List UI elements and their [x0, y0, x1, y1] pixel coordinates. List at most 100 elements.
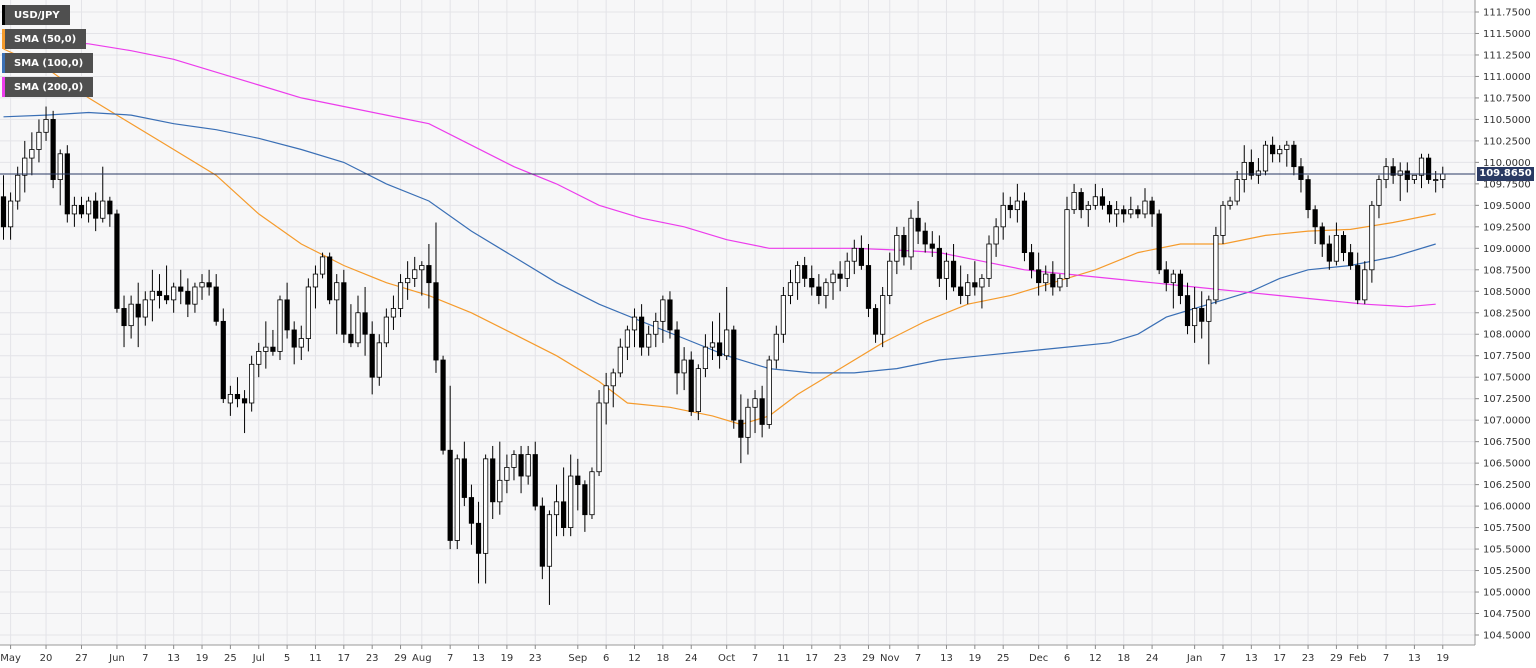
candle-up — [1383, 166, 1389, 180]
candle-down — [1348, 252, 1354, 266]
y-tick-label: 104.5000 — [1483, 631, 1531, 642]
y-tick-label: 111.0000 — [1483, 72, 1531, 83]
plot-background — [0, 0, 1475, 645]
candle-up — [504, 467, 510, 481]
candle-down — [858, 247, 864, 266]
candle-up — [390, 308, 397, 318]
legend-label: USD/JPY — [14, 9, 60, 21]
x-tick-label: 13 — [1245, 653, 1258, 664]
candle-up — [1114, 209, 1120, 215]
legend-item-sma200[interactable]: SMA (200,0) — [2, 77, 94, 97]
y-tick-label: 106.7500 — [1483, 437, 1531, 448]
candle-up — [794, 265, 801, 284]
x-tick-label: 12 — [1089, 653, 1102, 664]
candle-down — [50, 119, 56, 180]
candle-up — [1227, 200, 1233, 206]
candle-down — [688, 359, 694, 412]
x-tick-label: 24 — [1146, 653, 1159, 664]
legend-item-sma100[interactable]: SMA (100,0) — [2, 53, 94, 73]
candle-down — [1177, 273, 1184, 296]
candle-down — [561, 501, 567, 528]
current-price-tag: 109.8650 — [1477, 166, 1534, 181]
candle-up — [986, 243, 992, 279]
candle-down — [369, 333, 375, 378]
candle-up — [1014, 200, 1020, 211]
candle-up — [305, 286, 311, 339]
candle-up — [1418, 157, 1425, 176]
candle-up — [1376, 179, 1382, 206]
x-tick-label: Sep — [568, 653, 587, 664]
grid — [0, 0, 1475, 645]
candle-down — [163, 295, 170, 301]
candle-down — [156, 290, 163, 296]
candle-down — [1425, 157, 1432, 180]
candle-down — [1340, 235, 1347, 254]
candle-up — [1064, 209, 1070, 279]
candle-down — [220, 320, 226, 400]
legend-item-sma50[interactable]: SMA (50,0) — [2, 29, 87, 49]
candle-up — [1206, 299, 1212, 322]
candle-down — [185, 290, 191, 305]
candle-down — [802, 265, 808, 279]
candle-up — [511, 454, 517, 468]
candle-up — [1440, 173, 1446, 180]
legend-item-usdjpy[interactable]: USD/JPY — [2, 5, 70, 25]
y-tick-label: 105.2500 — [1483, 566, 1531, 577]
candle-up — [43, 119, 49, 133]
candle-down — [362, 312, 368, 335]
candle-up — [1043, 273, 1049, 284]
candle-down — [1326, 243, 1332, 262]
candle-up — [312, 273, 319, 288]
y-tick-label: 107.5000 — [1483, 373, 1531, 384]
x-tick-label: 19 — [968, 653, 981, 664]
candle-up — [745, 406, 751, 438]
candle-up — [653, 320, 659, 335]
candle-down — [291, 329, 297, 348]
candle-down — [958, 286, 964, 296]
x-tick-label: 7 — [915, 653, 921, 664]
candle-down — [915, 217, 921, 232]
x-tick-label: 11 — [309, 653, 322, 664]
candle-down — [667, 299, 673, 331]
candle-down — [731, 329, 737, 421]
candle-down — [475, 522, 482, 554]
x-tick-label: 23 — [366, 653, 379, 664]
y-tick-label: 111.5000 — [1483, 29, 1531, 40]
candle-down — [518, 454, 524, 477]
candle-up — [1057, 277, 1063, 288]
y-tick-label: 111.2500 — [1483, 50, 1531, 61]
x-tick-label: 29 — [394, 653, 407, 664]
legend-label: SMA (100,0) — [14, 57, 84, 69]
candle-down — [837, 273, 843, 279]
y-tick-label: 108.5000 — [1483, 287, 1531, 298]
candle-up — [128, 303, 134, 327]
candle-up — [405, 277, 411, 284]
candle-up — [646, 333, 652, 348]
y-tick-label: 109.5000 — [1483, 201, 1531, 212]
candle-down — [64, 153, 70, 215]
candle-down — [639, 316, 645, 348]
candle-up — [36, 131, 42, 150]
candle-down — [461, 458, 467, 498]
candle-up — [1220, 204, 1226, 236]
candle-down — [1291, 144, 1297, 168]
candle-down — [433, 282, 439, 361]
candle-up — [171, 286, 177, 301]
candle-up — [412, 269, 418, 279]
x-tick-label: Nov — [880, 653, 900, 664]
candle-down — [234, 393, 241, 400]
candle-up — [71, 204, 77, 215]
candle-up — [334, 282, 340, 301]
y-tick-label: 105.0000 — [1483, 588, 1531, 599]
y-tick-label: 106.0000 — [1483, 502, 1531, 513]
candle-down — [1305, 179, 1311, 211]
y-tick-label: 109.2500 — [1483, 222, 1531, 233]
candle-up — [1000, 204, 1006, 228]
candle-up — [149, 290, 155, 301]
y-tick-label: 104.7500 — [1483, 609, 1531, 620]
candle-down — [716, 342, 723, 357]
x-tick-label: 11 — [777, 653, 790, 664]
y-tick-label: 107.2500 — [1483, 394, 1531, 405]
candle-up — [1213, 235, 1219, 301]
